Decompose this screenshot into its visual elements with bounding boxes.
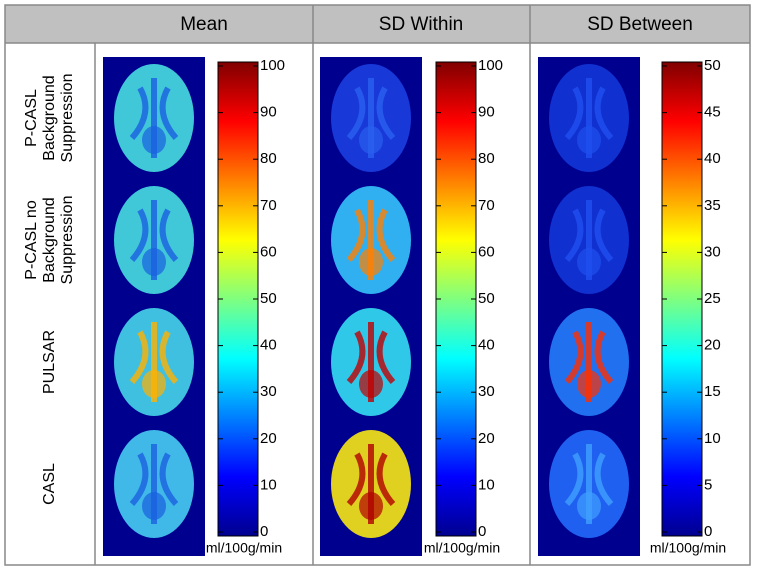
colorbar-tick-label: 90: [260, 104, 277, 121]
column-header: SD Within: [379, 14, 463, 35]
row-label-line: PULSAR: [41, 330, 58, 394]
colorbar-tick-label: 20: [478, 430, 495, 447]
brain-hotspot: [359, 126, 383, 154]
colorbar-tick-label: 70: [260, 197, 277, 214]
brain-hotspot: [142, 248, 166, 276]
brain-hotspot: [359, 248, 383, 276]
brain-hotspot: [359, 370, 383, 398]
colorbar-tick-label: 15: [704, 383, 721, 400]
column-header: SD Between: [587, 14, 693, 35]
colorbar-tick-label: 25: [704, 290, 721, 307]
colorbar: [218, 62, 258, 536]
colorbar-tick-label: 90: [478, 104, 495, 121]
brain-hotspot: [142, 492, 166, 520]
row-label-line: CASL: [41, 463, 58, 505]
colorbar-tick-label: 10: [478, 476, 495, 493]
colorbar-tick-label: 35: [704, 197, 721, 214]
column-header: Mean: [180, 14, 228, 35]
colorbar-tick-label: 80: [260, 150, 277, 167]
brain-hotspot: [142, 126, 166, 154]
colorbar-tick-label: 50: [704, 57, 721, 74]
brain-hotspot: [142, 370, 166, 398]
colorbar-unit: ml/100g/min: [650, 540, 726, 556]
colorbar-tick-label: 40: [260, 337, 277, 354]
row-label-line: P-CASL no: [23, 200, 40, 280]
figure: MeanSD WithinSD BetweenP-CASLBackgroundS…: [0, 0, 757, 569]
colorbar-tick-label: 60: [478, 243, 495, 260]
row-label: CASL: [41, 463, 58, 505]
colorbar-tick-label: 30: [260, 383, 277, 400]
brain-hotspot: [577, 248, 601, 276]
colorbar-tick-label: 0: [478, 523, 486, 540]
colorbar-tick-label: 40: [478, 337, 495, 354]
colorbar-tick-label: 0: [260, 523, 268, 540]
brain-hotspot: [577, 492, 601, 520]
colorbar: [436, 62, 476, 536]
colorbar-unit: ml/100g/min: [206, 540, 282, 556]
colorbar-tick-label: 0: [704, 523, 712, 540]
colorbar-tick-label: 60: [260, 243, 277, 260]
colorbar-tick-label: 10: [704, 430, 721, 447]
colorbar-tick-label: 50: [260, 290, 277, 307]
colorbar: [662, 62, 702, 536]
row-label: PULSAR: [41, 330, 58, 394]
colorbar-tick-label: 10: [260, 476, 277, 493]
colorbar-tick-label: 40: [704, 150, 721, 167]
row-label: P-CASL noBackgroundSuppression: [23, 196, 76, 285]
colorbar-tick-label: 100: [260, 57, 285, 74]
row-label-line: Suppression: [59, 196, 76, 285]
colorbar-tick-label: 80: [478, 150, 495, 167]
row-label-line: Background: [41, 197, 58, 282]
colorbar-tick-label: 20: [260, 430, 277, 447]
colorbar-tick-label: 20: [704, 337, 721, 354]
colorbar-tick-label: 45: [704, 104, 721, 121]
colorbar-tick-label: 5: [704, 476, 712, 493]
colorbar-unit: ml/100g/min: [424, 540, 500, 556]
colorbar-tick-label: 30: [478, 383, 495, 400]
colorbar-tick-label: 70: [478, 197, 495, 214]
brain-hotspot: [577, 370, 601, 398]
colorbar-tick-label: 50: [478, 290, 495, 307]
row-label-line: P-CASL: [23, 89, 40, 147]
colorbar-tick-label: 30: [704, 243, 721, 260]
colorbar-tick-label: 100: [478, 57, 503, 74]
row-label: P-CASLBackgroundSuppression: [23, 74, 76, 163]
brain-hotspot: [577, 126, 601, 154]
row-label-line: Suppression: [59, 74, 76, 163]
brain-hotspot: [359, 492, 383, 520]
row-label-line: Background: [41, 75, 58, 160]
